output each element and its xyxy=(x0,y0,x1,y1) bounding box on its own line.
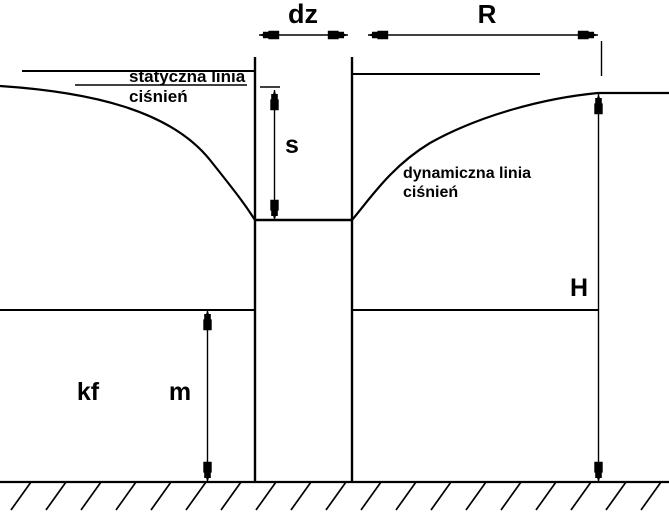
svg-text:R: R xyxy=(478,0,497,29)
svg-text:s: s xyxy=(285,131,299,159)
svg-text:H: H xyxy=(570,274,588,302)
svg-text:kf: kf xyxy=(77,378,100,406)
svg-text:statyczna linia: statyczna linia xyxy=(129,67,246,86)
svg-text:dz: dz xyxy=(288,0,318,29)
svg-text:ciśnień: ciśnień xyxy=(129,87,188,106)
svg-text:m: m xyxy=(169,378,191,406)
svg-text:dynamiczna linia: dynamiczna linia xyxy=(403,165,531,182)
svg-text:ciśnień: ciśnień xyxy=(403,184,458,201)
